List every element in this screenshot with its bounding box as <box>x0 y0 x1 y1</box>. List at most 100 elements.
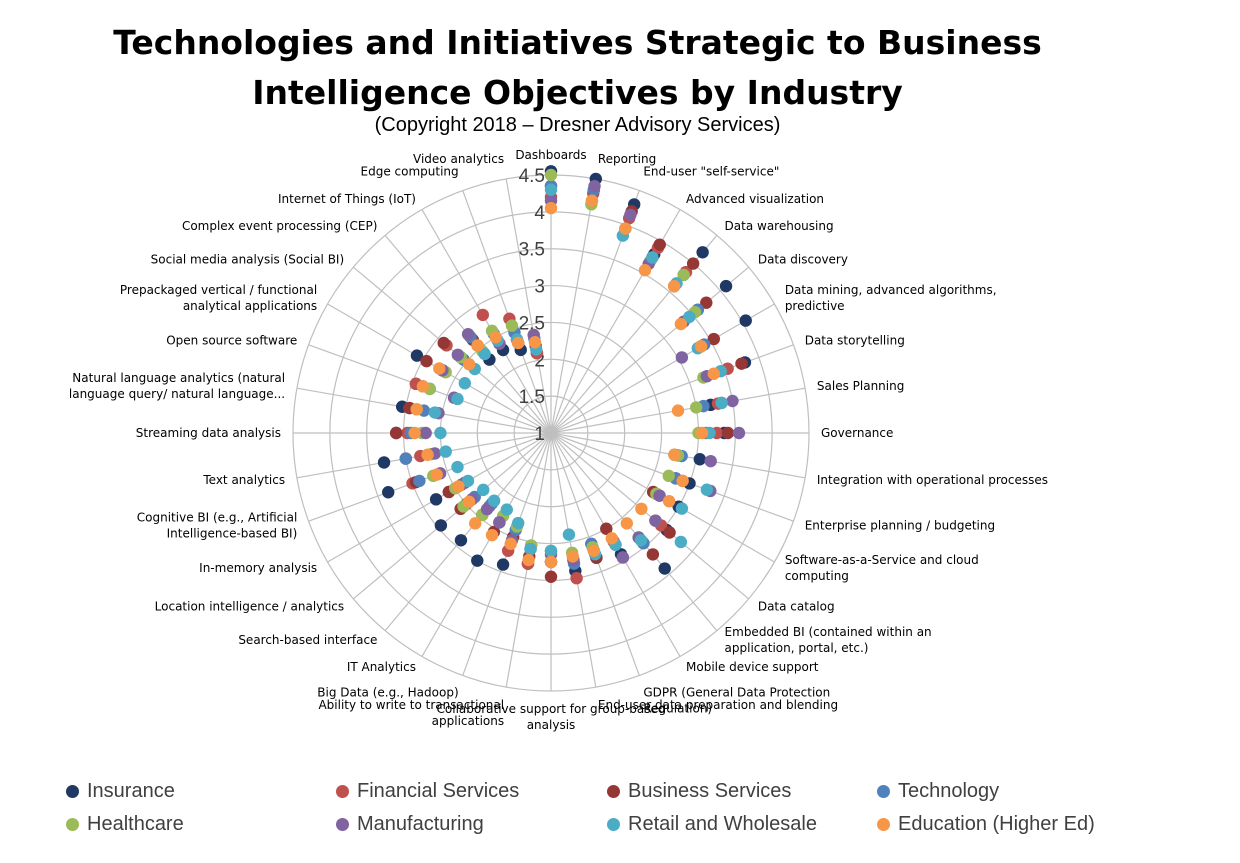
category-label: Edge computing <box>361 164 459 178</box>
category-label: Social media analysis (Social BI) <box>151 252 345 266</box>
data-point-retail-and-wholesale <box>478 347 491 361</box>
data-point-retail-and-wholesale <box>500 503 513 516</box>
grid-spoke <box>550 432 750 600</box>
category-label: Video analytics <box>413 152 504 166</box>
category-label: Mobile device support <box>686 660 819 674</box>
data-point-business-services <box>721 426 735 440</box>
data-point-business-services <box>646 548 660 561</box>
category-label: Text analytics <box>202 473 285 487</box>
data-point-retail-and-wholesale <box>434 426 447 440</box>
data-point-education-higher-ed- <box>671 404 685 417</box>
category-label: Data warehousing <box>725 219 834 233</box>
data-point-manufacturing <box>704 454 717 468</box>
data-point-insurance <box>471 554 484 567</box>
data-point-manufacturing <box>732 426 746 440</box>
data-point-retail-and-wholesale <box>477 483 490 497</box>
legend-label: Education (Higher Ed) <box>898 813 1095 835</box>
data-point-manufacturing <box>726 394 739 408</box>
data-point-retail-and-wholesale <box>524 542 537 556</box>
legend-label: Healthcare <box>87 813 184 835</box>
category-label: Complex event processing (CEP) <box>182 219 378 233</box>
data-point-education-higher-ed- <box>421 448 434 461</box>
data-point-education-higher-ed- <box>504 537 517 551</box>
chart-title: Technologies and Initiatives Strategic t… <box>0 18 1155 118</box>
data-point-education-higher-ed- <box>544 555 558 569</box>
data-point-business-services <box>653 238 666 251</box>
data-point-retail-and-wholesale <box>428 406 442 419</box>
data-point-retail-and-wholesale <box>715 396 728 410</box>
chart-subtitle: (Copyright 2018 – Dresner Advisory Servi… <box>374 114 781 136</box>
data-point-financial-services <box>570 571 583 585</box>
category-label: Advanced visualization <box>686 192 824 206</box>
category-label: Integration with operational processes <box>817 473 1048 487</box>
legend-item-healthcare: Healthcare <box>66 813 184 836</box>
category-label: Big Data (e.g., Hadoop) <box>317 686 458 700</box>
data-point-retail-and-wholesale <box>451 460 464 474</box>
data-point-business-services <box>663 526 676 539</box>
data-point-technology <box>413 474 426 488</box>
data-point-retail-and-wholesale <box>544 183 558 196</box>
data-point-business-services <box>735 357 748 370</box>
grid-spoke <box>550 266 750 434</box>
category-label: Ability to write to transactional applica… <box>318 698 504 728</box>
data-point-manufacturing <box>616 551 630 564</box>
category-label: End-user data preparation and blending <box>598 698 838 712</box>
grid-spoke <box>352 266 552 434</box>
data-point-manufacturing <box>675 351 689 364</box>
data-point-business-services <box>707 332 720 346</box>
chart-legend: Insurance Financial Services Business Serv… <box>66 780 1206 850</box>
category-label: IT Analytics <box>347 660 416 674</box>
legend-item-education-higher-ed-: Education (Higher Ed) <box>877 813 1095 836</box>
category-label: Data storytelling <box>805 334 905 348</box>
legend-item-retail-and-wholesale: Retail and Wholesale <box>607 813 817 836</box>
data-point-education-higher-ed- <box>587 544 601 557</box>
data-point-insurance <box>696 246 709 259</box>
legend-label: Technology <box>898 780 1000 802</box>
data-point-education-higher-ed- <box>462 495 476 508</box>
data-point-education-higher-ed- <box>662 494 676 508</box>
tick-label: 4.5 <box>519 166 545 187</box>
data-point-manufacturing <box>493 516 506 529</box>
data-point-education-higher-ed- <box>694 340 708 353</box>
data-point-retail-and-wholesale <box>461 474 475 488</box>
grid-spoke <box>550 432 718 632</box>
data-point-education-higher-ed- <box>695 426 709 440</box>
grid-spoke <box>352 432 552 600</box>
data-point-insurance <box>377 456 391 469</box>
legend-item-insurance: Insurance <box>66 780 175 803</box>
grid-spoke <box>462 190 552 434</box>
category-label: Collaborative support for group-based ana… <box>437 702 666 732</box>
grid-spoke <box>550 303 775 434</box>
data-point-manufacturing <box>649 514 662 527</box>
tick-label: 4 <box>534 203 545 224</box>
data-point-retail-and-wholesale <box>487 494 501 507</box>
legend-marker <box>336 785 349 798</box>
grid-spoke <box>384 432 552 632</box>
data-point-education-higher-ed- <box>667 279 681 293</box>
category-label: Search-based interface <box>238 633 377 647</box>
data-point-business-services <box>437 336 450 350</box>
data-point-technology <box>399 452 413 465</box>
data-point-business-services <box>544 570 558 583</box>
data-point-healthcare <box>689 401 703 414</box>
data-point-insurance <box>382 486 395 499</box>
data-point-education-higher-ed- <box>635 502 648 516</box>
data-point-insurance <box>454 534 468 547</box>
data-point-education-higher-ed- <box>544 201 558 215</box>
grid-spoke <box>550 344 794 434</box>
legend-marker <box>607 785 620 798</box>
data-point-education-higher-ed- <box>462 358 476 371</box>
data-point-retail-and-wholesale <box>674 535 688 549</box>
data-point-insurance <box>658 562 671 575</box>
data-point-retail-and-wholesale <box>675 502 689 515</box>
legend-marker <box>336 818 349 831</box>
data-point-retail-and-wholesale <box>683 310 696 324</box>
tick-label: 2 <box>534 350 545 371</box>
data-point-insurance <box>410 349 424 362</box>
data-point-healthcare <box>544 168 558 182</box>
data-point-education-higher-ed- <box>676 474 689 488</box>
data-point-retail-and-wholesale <box>634 534 648 547</box>
tick-label: 2.5 <box>519 313 545 334</box>
data-point-education-higher-ed- <box>674 317 688 331</box>
